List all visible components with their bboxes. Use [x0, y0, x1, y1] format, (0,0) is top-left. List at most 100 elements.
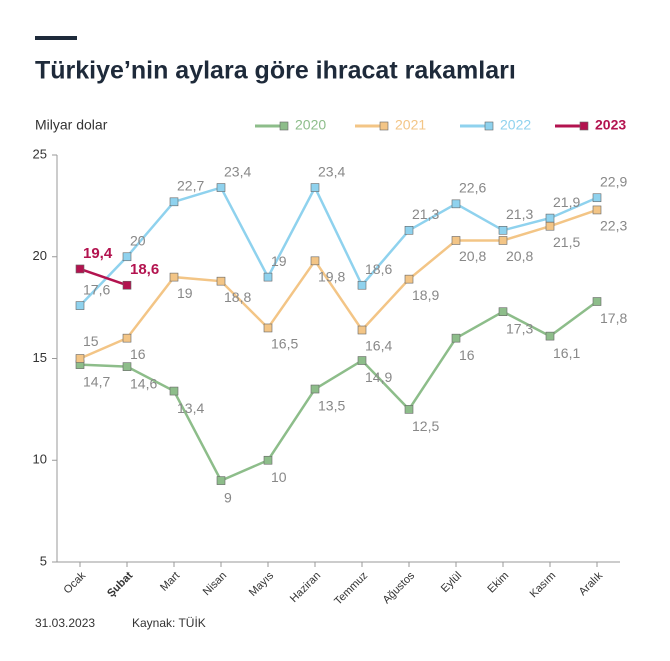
point: [122, 252, 132, 262]
value-label: 22,6: [459, 180, 486, 196]
value-label: 15: [83, 333, 99, 349]
y-axis-label: Milyar dolar: [35, 117, 108, 133]
value-label: 23,4: [224, 163, 251, 179]
x-tick-label: Mart: [158, 570, 182, 594]
value-label: 16,5: [271, 336, 298, 352]
point: [263, 455, 273, 465]
legend-marker: [579, 121, 589, 131]
point: [592, 297, 602, 306]
point: [310, 384, 320, 394]
value-label: 16,1: [553, 345, 580, 361]
x-tick-label: Mayıs: [247, 569, 277, 599]
value-label: 23,4: [318, 163, 345, 179]
y-tick-label: 5: [40, 553, 47, 568]
value-label: 22,7: [177, 178, 204, 194]
point: [545, 221, 555, 231]
value-label: 19: [271, 253, 287, 269]
y-tick-label: 20: [33, 248, 47, 263]
value-label: 13,4: [177, 400, 204, 416]
point: [451, 199, 461, 209]
value-label: 21,5: [553, 234, 580, 250]
x-tick-label: Eylül: [439, 570, 464, 595]
x-tick-label: Ocak: [62, 569, 89, 596]
point: [498, 225, 508, 235]
legend-label: 2023: [595, 117, 626, 133]
value-label: 14,9: [365, 369, 392, 385]
point: [75, 301, 85, 310]
value-label: 18,9: [412, 287, 439, 303]
value-label: 16,4: [365, 338, 392, 354]
legend-marker: [484, 121, 494, 131]
point: [545, 331, 555, 341]
x-tick-label: Ekim: [485, 570, 511, 596]
y-tick-label: 25: [33, 146, 47, 161]
point: [216, 476, 226, 485]
point: [404, 225, 414, 235]
value-label: 18,6: [365, 261, 392, 277]
point: [592, 205, 602, 215]
series-line: [79, 267, 128, 287]
point: [122, 333, 132, 343]
point: [451, 236, 461, 245]
point: [263, 272, 273, 282]
value-label: 16: [459, 347, 475, 363]
series-line: [79, 208, 598, 360]
value-label: 20: [130, 232, 146, 248]
value-label: 22,3: [600, 218, 627, 234]
value-label: 17,3: [506, 320, 533, 336]
legend-label: 2021: [395, 117, 426, 133]
value-label: 19,8: [318, 269, 345, 285]
x-tick-label: Kasım: [528, 570, 559, 601]
value-label: 19: [177, 285, 193, 301]
point: [169, 272, 179, 282]
point: [169, 386, 179, 396]
value-label: 18,6: [130, 261, 159, 278]
point: [263, 323, 273, 333]
point: [357, 325, 367, 335]
value-label: 14,7: [83, 373, 110, 389]
point: [357, 356, 367, 365]
value-label: 19,4: [83, 245, 113, 262]
chart-title: Türkiye’nin aylara göre ihracat rakamlar…: [35, 57, 516, 85]
point: [216, 276, 226, 286]
value-label: 14,6: [130, 375, 157, 391]
point: [122, 280, 132, 290]
source: Kaynak: TÜİK: [132, 616, 206, 630]
value-label: 13,5: [318, 398, 345, 414]
y-tick-label: 10: [33, 452, 47, 467]
x-tick-label: Ağustos: [381, 569, 418, 606]
point: [592, 193, 602, 203]
value-label: 17,6: [83, 281, 110, 297]
y-tick-label: 15: [33, 350, 47, 365]
value-label: 21,9: [553, 194, 580, 210]
legend-label: 2020: [295, 117, 326, 133]
value-label: 21,3: [412, 206, 439, 222]
legend-marker: [379, 121, 389, 131]
x-tick-label: Nisan: [201, 570, 229, 598]
point: [216, 183, 226, 192]
legend-label: 2022: [500, 117, 531, 133]
value-label: 20,8: [506, 248, 533, 264]
value-label: 17,8: [600, 310, 627, 326]
point: [310, 256, 320, 266]
point: [451, 333, 461, 343]
value-label: 21,3: [506, 206, 533, 222]
point: [498, 307, 508, 316]
x-tick-label: Temmuz: [332, 570, 370, 608]
point: [122, 362, 132, 371]
x-tick-label: Haziran: [288, 570, 323, 605]
title-bar: [35, 36, 77, 40]
value-label: 12,5: [412, 418, 439, 434]
value-label: 9: [224, 489, 232, 505]
point: [357, 280, 367, 290]
point: [404, 274, 414, 284]
value-label: 16: [130, 346, 146, 362]
point: [75, 354, 85, 363]
legend-marker: [279, 121, 289, 131]
series-line: [79, 300, 598, 483]
point: [545, 213, 555, 223]
value-label: 10: [271, 469, 287, 485]
point: [75, 264, 85, 274]
point: [310, 183, 320, 192]
